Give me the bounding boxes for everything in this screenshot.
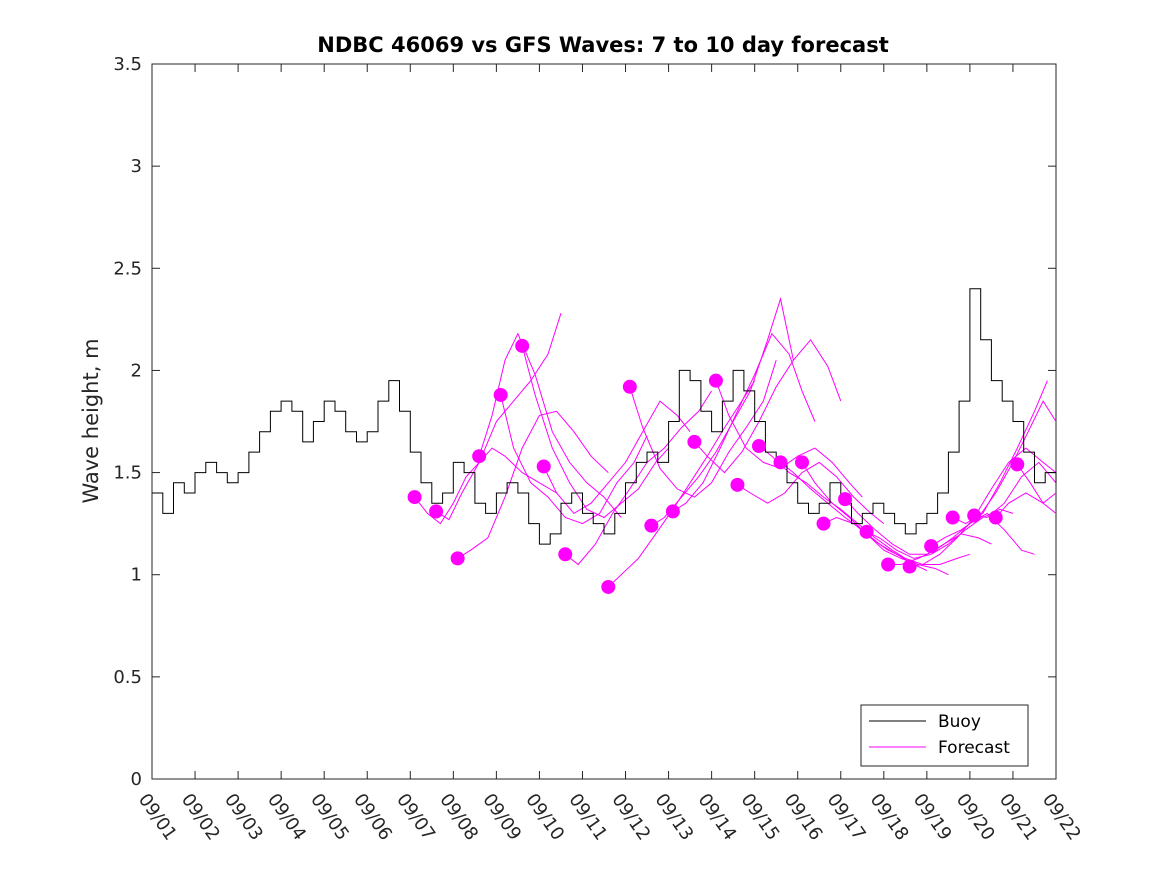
forecast-marker: [924, 539, 939, 554]
legend-label-forecast: Forecast: [938, 738, 1010, 758]
y-tick-label: 3.5: [113, 54, 142, 75]
y-tick-label: 0.5: [113, 667, 142, 688]
forecast-run-line: [435, 313, 562, 521]
forecast-marker: [773, 455, 788, 470]
forecast-marker: [536, 459, 551, 474]
forecast-run-line: [478, 332, 622, 518]
forecast-marker: [429, 504, 444, 519]
forecast-marker: [493, 387, 508, 402]
forecast-run-line: [974, 461, 1057, 519]
chart-title: NDBC 46069 vs GFS Waves: 7 to 10 day for…: [317, 33, 888, 57]
legend: Buoy Forecast: [860, 704, 1029, 767]
forecast-run-line: [672, 332, 816, 512]
y-tick-label: 1: [131, 565, 142, 586]
forecast-marker: [644, 518, 659, 533]
y-tick-label: 2: [131, 360, 142, 381]
forecast-marker: [881, 557, 896, 572]
forecast-marker: [472, 449, 487, 464]
forecast-marker: [515, 338, 530, 353]
y-tick-label: 3: [131, 156, 142, 177]
forecast-run-line: [694, 338, 842, 474]
forecast-run-line: [801, 462, 949, 576]
forecast-marker: [730, 477, 745, 492]
forecast-marker: [601, 579, 616, 594]
forecast-run-line: [607, 380, 756, 588]
y-tick-label: 1.5: [113, 463, 142, 484]
y-axis-label: Wave height, m: [79, 338, 103, 503]
y-tick-label: 2.5: [113, 258, 142, 279]
forecast-marker: [967, 508, 982, 523]
forecast-marker: [988, 510, 1003, 525]
forecast-marker: [687, 434, 702, 449]
forecast-run-line: [737, 461, 885, 524]
forecast-marker: [708, 373, 723, 388]
forecast-run-line: [521, 345, 669, 519]
forecast-run-line: [457, 410, 609, 559]
forecast-marker: [622, 379, 637, 394]
forecast-marker: [945, 510, 960, 525]
forecast-marker: [902, 559, 917, 574]
forecast-run-line: [995, 492, 1057, 518]
forecast-marker: [450, 551, 465, 566]
forecast-marker: [795, 455, 810, 470]
forecast-run-line: [952, 380, 1048, 525]
forecast-marker: [859, 524, 874, 539]
forecast-run-line: [823, 516, 971, 565]
forecast-marker: [751, 439, 766, 454]
forecast-marker: [1010, 457, 1025, 472]
forecast-marker: [816, 516, 831, 531]
forecast-marker: [407, 490, 422, 505]
buoy-line: [152, 288, 1057, 545]
forecast-run-line: [844, 498, 992, 555]
forecast-marker: [838, 492, 853, 507]
forecast-run-line: [1016, 464, 1057, 504]
forecast-run-line: [930, 400, 1057, 547]
forecast-run-line: [715, 380, 863, 498]
forecast-run-line: [500, 394, 648, 525]
forecast-run-line: [564, 390, 713, 566]
forecast-marker: [558, 547, 573, 562]
forecast-marker: [665, 504, 680, 519]
legend-label-buoy: Buoy: [938, 712, 981, 732]
y-tick-label: 0: [131, 769, 142, 790]
legend-box: [860, 704, 1029, 767]
